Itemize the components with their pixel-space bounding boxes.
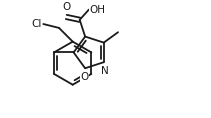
Text: O: O xyxy=(80,72,88,82)
Text: OH: OH xyxy=(90,5,106,15)
Text: N: N xyxy=(101,66,109,76)
Text: Cl: Cl xyxy=(31,19,42,29)
Text: O: O xyxy=(62,2,70,12)
